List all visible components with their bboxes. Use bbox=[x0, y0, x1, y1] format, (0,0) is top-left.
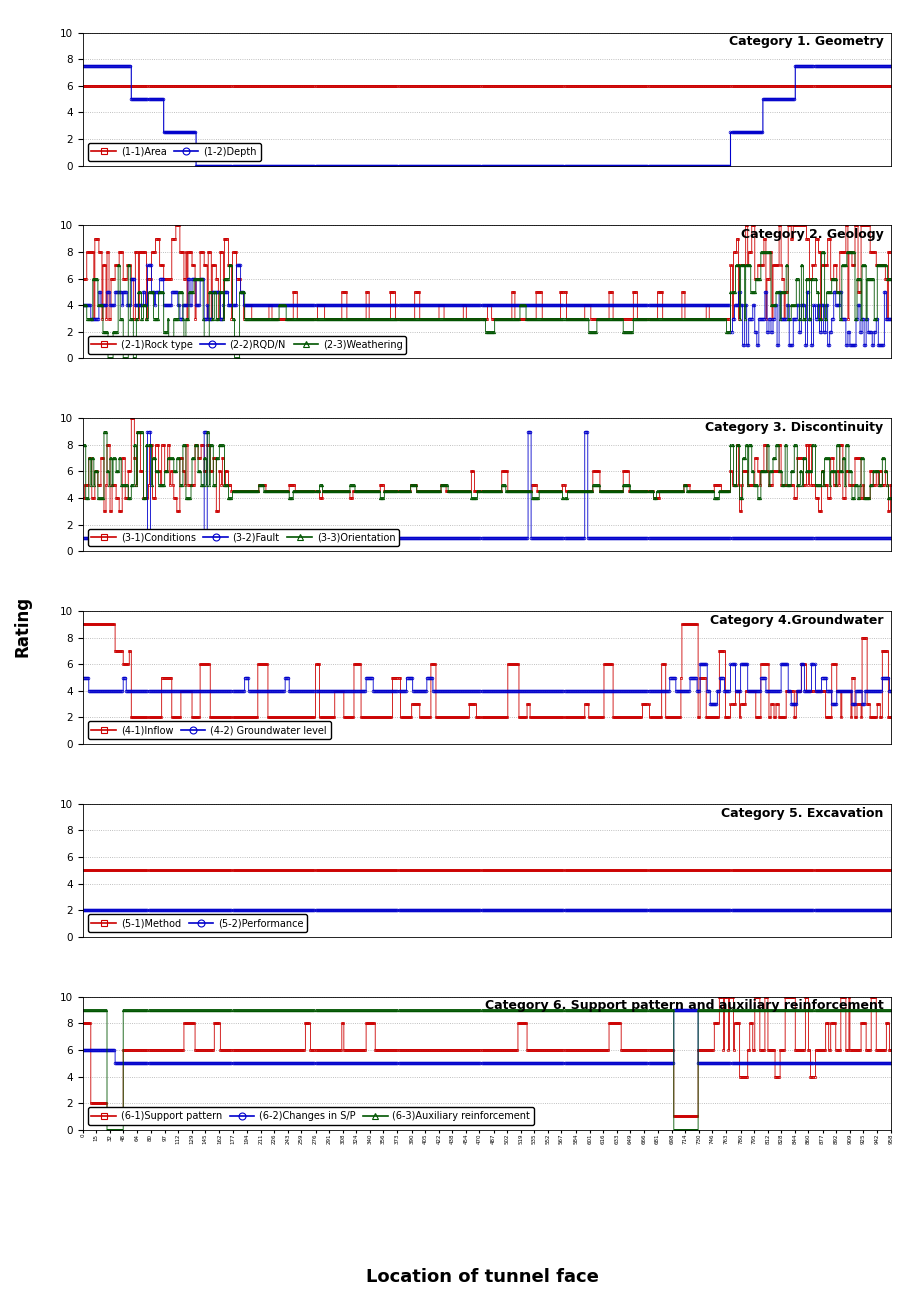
Text: Category 1. Geometry: Category 1. Geometry bbox=[729, 35, 883, 48]
Legend: (3-1)Conditions, (3-2)Fault, (3-3)Orientation: (3-1)Conditions, (3-2)Fault, (3-3)Orient… bbox=[87, 529, 399, 546]
Legend: (2-1)Rock type, (2-2)RQD/N, (2-3)Weathering: (2-1)Rock type, (2-2)RQD/N, (2-3)Weather… bbox=[87, 336, 406, 354]
Legend: (6-1)Support pattern, (6-2)Changes in S/P, (6-3)Auxiliary reinforcement: (6-1)Support pattern, (6-2)Changes in S/… bbox=[87, 1107, 534, 1124]
Legend: (5-1)Method, (5-2)Performance: (5-1)Method, (5-2)Performance bbox=[87, 914, 307, 932]
Text: Category 6. Support pattern and auxiliary reinforcement: Category 6. Support pattern and auxiliar… bbox=[484, 999, 883, 1012]
Legend: (4-1)Inflow, (4-2) Groundwater level: (4-1)Inflow, (4-2) Groundwater level bbox=[87, 721, 331, 739]
Text: Category 5. Excavation: Category 5. Excavation bbox=[721, 807, 883, 820]
Text: Category 4.Groundwater: Category 4.Groundwater bbox=[709, 614, 883, 627]
Text: Location of tunnel face: Location of tunnel face bbox=[366, 1268, 599, 1286]
Text: Category 2. Geology: Category 2. Geology bbox=[741, 229, 883, 242]
Text: Rating: Rating bbox=[14, 597, 32, 657]
Text: Category 3. Discontinuity: Category 3. Discontinuity bbox=[705, 421, 883, 434]
Legend: (1-1)Area, (1-2)Depth: (1-1)Area, (1-2)Depth bbox=[87, 142, 261, 161]
